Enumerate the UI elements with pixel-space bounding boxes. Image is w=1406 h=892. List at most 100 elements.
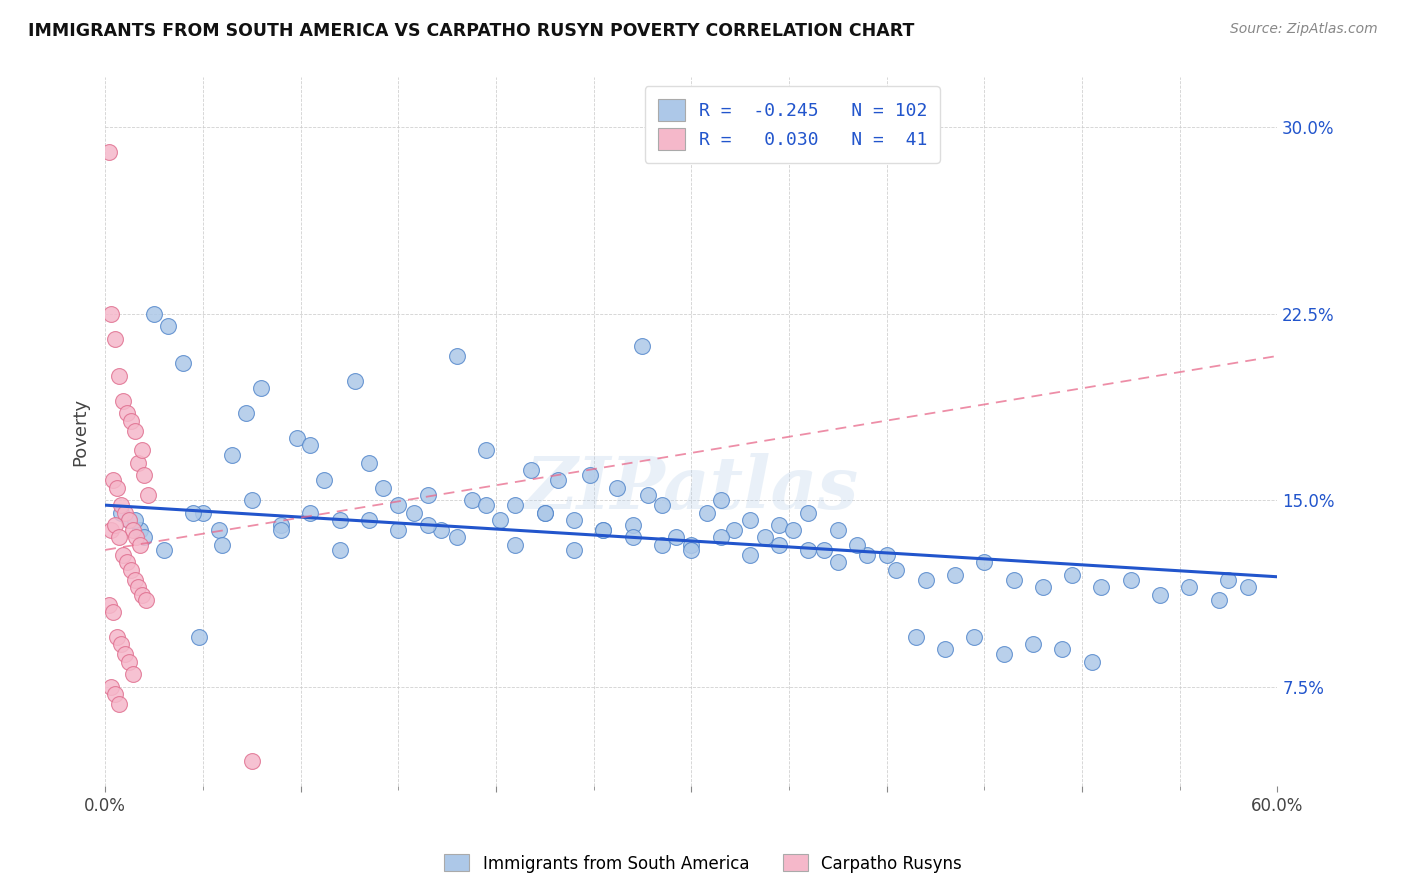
Point — [110, 498, 132, 512]
Point — [312, 473, 335, 487]
Point — [797, 506, 820, 520]
Point — [1149, 588, 1171, 602]
Point — [172, 356, 194, 370]
Point — [876, 548, 898, 562]
Point — [402, 506, 425, 520]
Point — [104, 332, 127, 346]
Point — [127, 580, 149, 594]
Point — [100, 307, 122, 321]
Point — [118, 513, 141, 527]
Point — [120, 414, 142, 428]
Point — [606, 481, 628, 495]
Point — [547, 473, 569, 487]
Point — [110, 637, 132, 651]
Point — [127, 456, 149, 470]
Point — [299, 438, 322, 452]
Point — [886, 563, 908, 577]
Point — [115, 406, 138, 420]
Point — [520, 463, 543, 477]
Point — [104, 687, 127, 701]
Point — [270, 523, 292, 537]
Point — [207, 523, 229, 537]
Point — [100, 523, 122, 537]
Point — [1237, 580, 1260, 594]
Point — [108, 531, 131, 545]
Point — [240, 493, 263, 508]
Point — [1119, 573, 1142, 587]
Point — [1002, 573, 1025, 587]
Point — [934, 642, 956, 657]
Legend: Immigrants from South America, Carpatho Rusyns: Immigrants from South America, Carpatho … — [437, 847, 969, 880]
Point — [533, 506, 555, 520]
Point — [100, 680, 122, 694]
Point — [105, 481, 128, 495]
Point — [124, 513, 146, 527]
Point — [1208, 592, 1230, 607]
Point — [973, 555, 995, 569]
Point — [797, 542, 820, 557]
Point — [114, 648, 136, 662]
Point — [211, 538, 233, 552]
Point — [387, 523, 409, 537]
Point — [592, 523, 614, 537]
Point — [120, 563, 142, 577]
Point — [681, 538, 703, 552]
Point — [475, 443, 498, 458]
Point — [115, 555, 138, 569]
Point — [101, 473, 124, 487]
Point — [723, 523, 745, 537]
Point — [124, 424, 146, 438]
Point — [416, 518, 439, 533]
Point — [221, 449, 243, 463]
Point — [1178, 580, 1201, 594]
Point — [533, 506, 555, 520]
Point — [1062, 567, 1084, 582]
Legend: R =  -0.245   N = 102, R =   0.030   N =  41: R = -0.245 N = 102, R = 0.030 N = 41 — [645, 87, 941, 163]
Point — [681, 542, 703, 557]
Point — [475, 498, 498, 512]
Point — [963, 630, 986, 644]
Point — [188, 630, 211, 644]
Point — [156, 319, 179, 334]
Point — [768, 518, 790, 533]
Point — [416, 488, 439, 502]
Point — [738, 513, 761, 527]
Point — [105, 630, 128, 644]
Point — [621, 531, 644, 545]
Point — [136, 488, 159, 502]
Point — [914, 573, 936, 587]
Text: Source: ZipAtlas.com: Source: ZipAtlas.com — [1230, 22, 1378, 37]
Point — [754, 531, 776, 545]
Point — [1032, 580, 1054, 594]
Point — [131, 588, 153, 602]
Point — [562, 513, 585, 527]
Point — [446, 531, 468, 545]
Point — [621, 518, 644, 533]
Point — [651, 498, 673, 512]
Point — [357, 456, 380, 470]
Point — [240, 754, 263, 768]
Point — [827, 555, 849, 569]
Point — [143, 307, 166, 321]
Point — [461, 493, 484, 508]
Point — [121, 667, 143, 681]
Point — [111, 548, 134, 562]
Point — [827, 523, 849, 537]
Point — [592, 523, 614, 537]
Point — [665, 531, 688, 545]
Text: IMMIGRANTS FROM SOUTH AMERICA VS CARPATHO RUSYN POVERTY CORRELATION CHART: IMMIGRANTS FROM SOUTH AMERICA VS CARPATH… — [28, 22, 914, 40]
Point — [578, 468, 600, 483]
Point — [124, 573, 146, 587]
Point — [387, 498, 409, 512]
Point — [181, 506, 204, 520]
Point — [505, 538, 527, 552]
Point — [993, 648, 1015, 662]
Point — [846, 538, 869, 552]
Point — [270, 518, 292, 533]
Point — [135, 592, 157, 607]
Point — [1022, 637, 1045, 651]
Point — [134, 468, 156, 483]
Point — [329, 513, 352, 527]
Point — [430, 523, 453, 537]
Point — [299, 506, 322, 520]
